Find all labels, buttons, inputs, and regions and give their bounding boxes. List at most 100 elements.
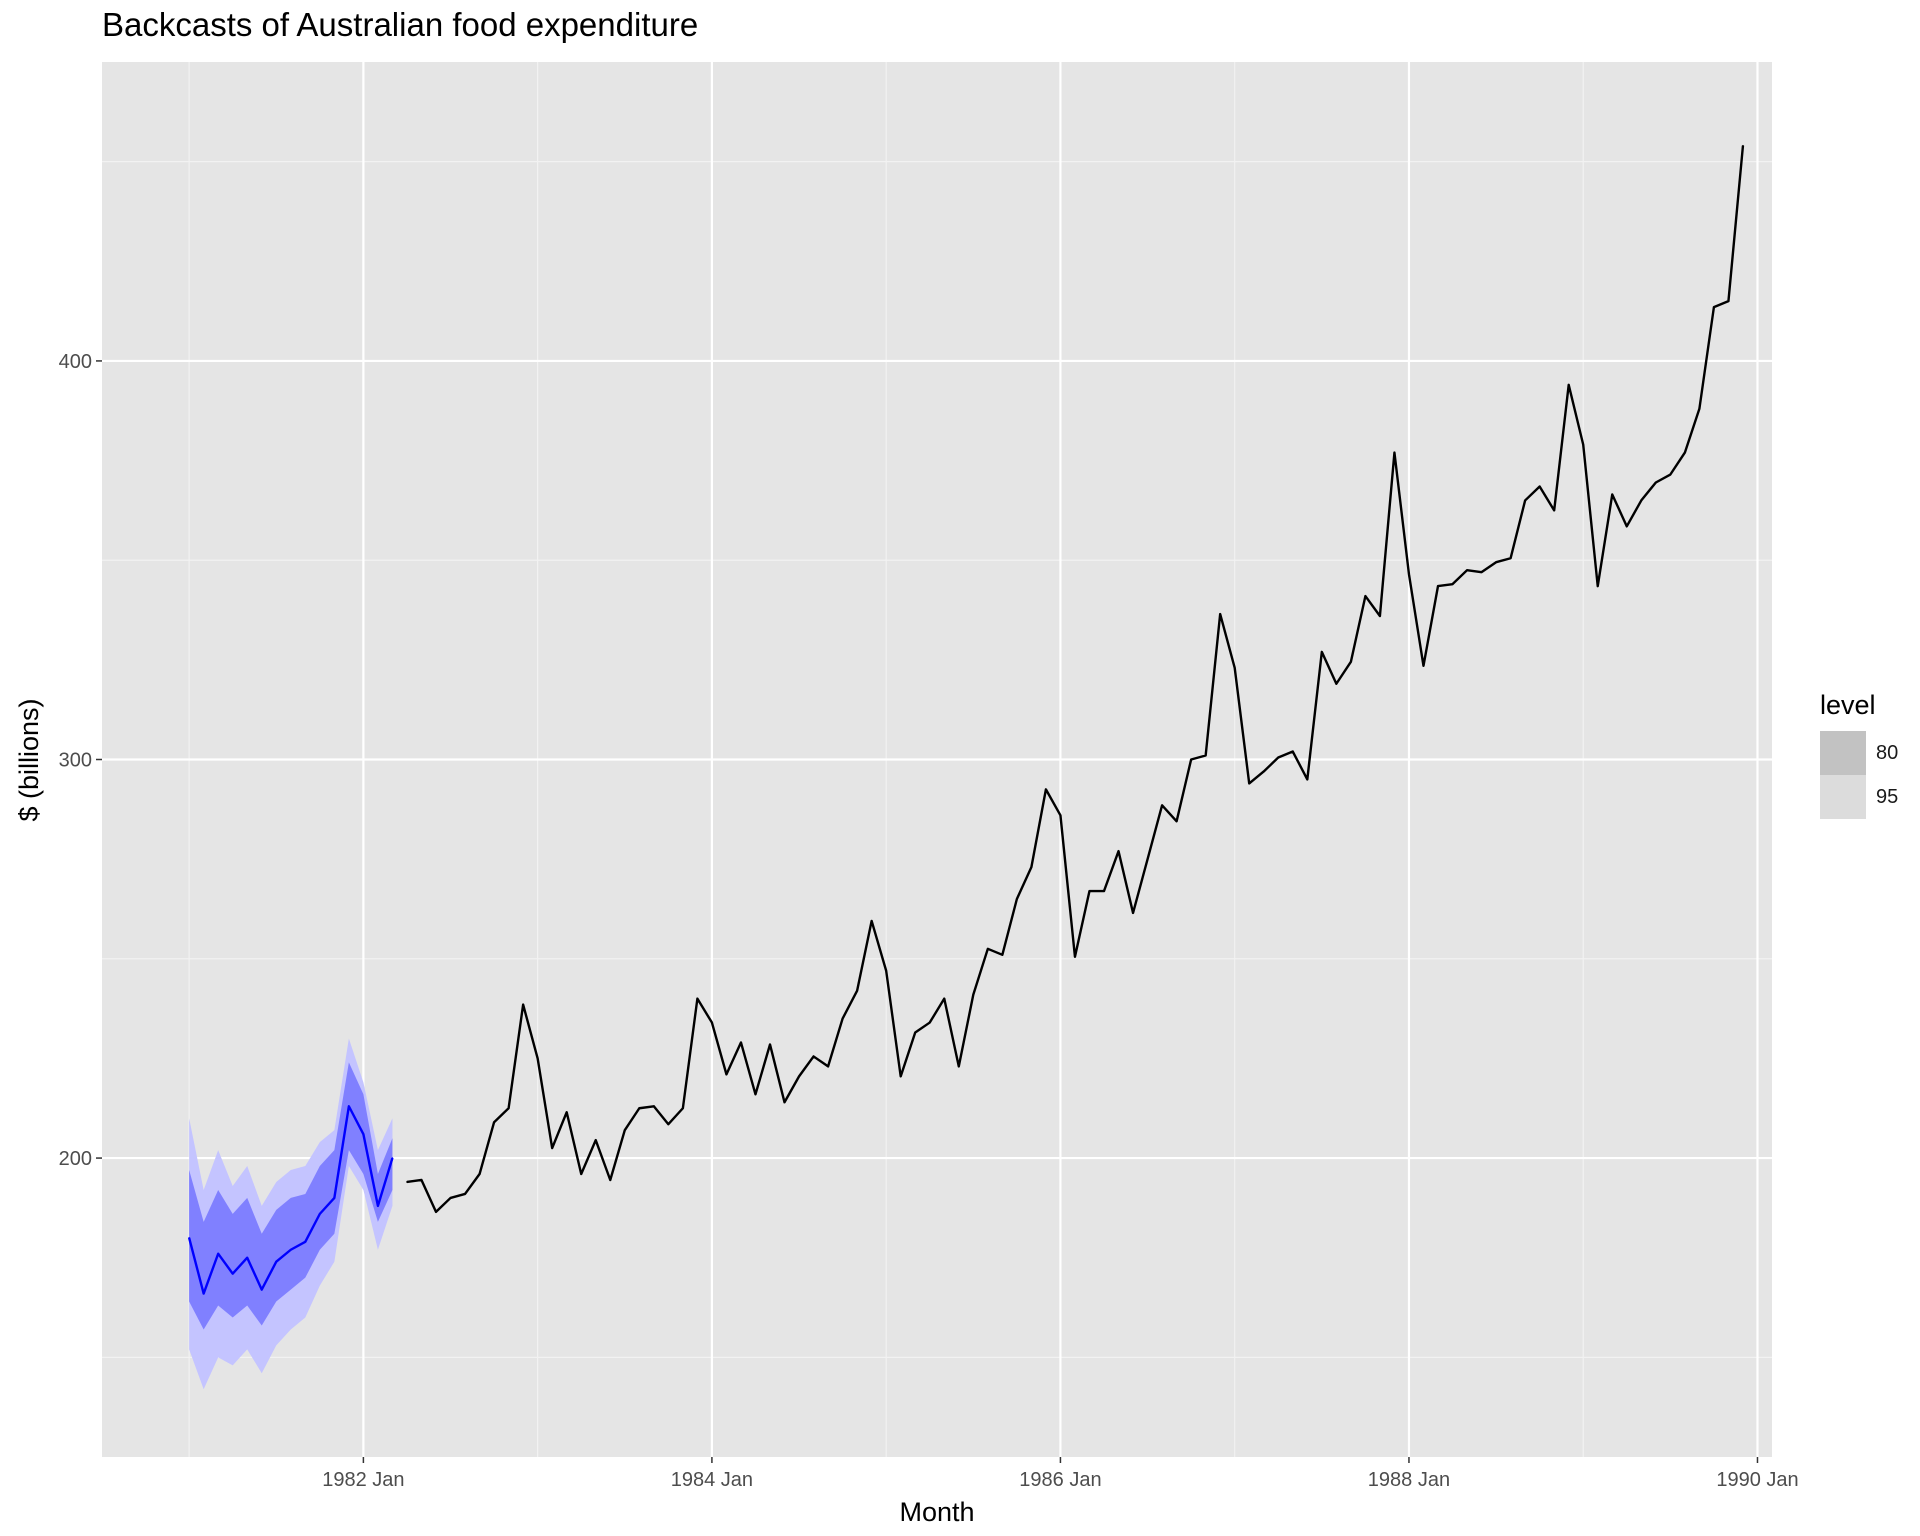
observed-point — [406, 1181, 408, 1183]
observed-point — [957, 1065, 960, 1068]
x-tick-label: 1988 Jan — [1368, 1469, 1450, 1491]
observed-point — [740, 1041, 742, 1044]
observed-point — [798, 1075, 800, 1078]
observed-point — [623, 1129, 626, 1131]
backcast-point — [319, 1213, 321, 1215]
observed-point — [638, 1107, 641, 1110]
y-axis-label: $ (billions) — [14, 698, 44, 821]
observed-point — [812, 1055, 815, 1058]
observed-point — [899, 1075, 902, 1078]
observed-point — [827, 1065, 829, 1068]
observed-point — [1001, 954, 1004, 956]
backcast-point — [231, 1272, 234, 1275]
observed-point — [943, 997, 946, 1000]
legend-title: level — [1820, 690, 1876, 720]
observed-point — [1582, 443, 1585, 446]
observed-point — [1335, 682, 1338, 685]
observed-point — [769, 1043, 771, 1046]
observed-point — [987, 948, 989, 950]
observed-point — [1596, 585, 1599, 587]
observed-point — [1262, 770, 1265, 773]
observed-point — [420, 1179, 423, 1181]
x-tick-label: 1984 Jan — [671, 1469, 753, 1491]
x-axis: 1982 Jan 1984 Jan 1986 Jan 1988 Jan 1990 Jan — [322, 1457, 1799, 1491]
observed-point — [594, 1139, 597, 1141]
x-tick-label: 1990 Jan — [1716, 1469, 1798, 1491]
observed-point — [493, 1121, 495, 1123]
observed-point — [1684, 451, 1686, 454]
observed-point — [1553, 509, 1555, 512]
series-lines — [187, 144, 1745, 1295]
observed-point — [522, 1003, 524, 1006]
x-tick-label: 1986 Jan — [1019, 1469, 1101, 1491]
y-tick-label: 300 — [59, 750, 92, 772]
backcast-point — [391, 1157, 394, 1159]
x-tick-label: 1982 Jan — [322, 1469, 404, 1491]
observed-point — [1408, 573, 1410, 575]
backcast-point — [246, 1256, 249, 1259]
y-tick-label: 200 — [59, 1148, 92, 1170]
major-grid — [102, 62, 1772, 1457]
chart-title: Backcasts of Australian food expenditure — [102, 6, 699, 43]
observed-point — [1625, 525, 1628, 528]
backcast-point — [275, 1260, 278, 1263]
legend-swatch-80 — [1820, 731, 1866, 775]
observed-point — [1611, 493, 1614, 496]
legend-entry-80: 80 — [1820, 731, 1898, 775]
observed-point — [1117, 850, 1120, 852]
observed-point — [1204, 754, 1207, 757]
observed-point — [1219, 613, 1221, 615]
observed-point — [1306, 778, 1309, 781]
observed-point — [653, 1105, 655, 1108]
observed-point — [928, 1021, 931, 1024]
observed-point — [1146, 858, 1149, 860]
observed-point — [565, 1111, 568, 1114]
observed-point — [682, 1107, 684, 1110]
y-axis: 200 300 400 — [59, 351, 102, 1170]
observed-point — [841, 1017, 844, 1020]
observed-point — [1393, 451, 1396, 454]
observed-point — [1175, 820, 1178, 823]
observed-point — [1103, 890, 1105, 892]
observed-point — [1059, 814, 1062, 817]
observed-point — [667, 1123, 670, 1125]
observed-point — [1524, 499, 1526, 502]
observed-point — [1567, 384, 1570, 386]
observed-point — [1698, 407, 1701, 410]
observed-point — [754, 1093, 757, 1096]
observed-point — [1538, 485, 1541, 488]
observed-point — [464, 1193, 466, 1195]
observed-point — [1655, 481, 1657, 484]
legend-label-80: 80 — [1876, 741, 1899, 764]
backcast-point — [348, 1105, 350, 1108]
observed-point — [1422, 665, 1425, 667]
observed-point — [711, 1021, 713, 1024]
observed-point — [1669, 473, 1672, 476]
observed-point — [1248, 782, 1251, 785]
legend-label-95: 95 — [1876, 785, 1899, 808]
observed-point — [1379, 615, 1381, 617]
observed-point — [609, 1179, 612, 1181]
observed-point — [1321, 651, 1323, 653]
backcast-point — [304, 1240, 307, 1243]
observed-point — [1364, 595, 1367, 597]
observed-point — [1088, 890, 1091, 892]
legend-swatch-95 — [1820, 775, 1866, 819]
observed-point — [1291, 750, 1294, 753]
observed-point — [1480, 571, 1483, 573]
observed-point — [1437, 585, 1439, 587]
observed-point — [1350, 661, 1352, 663]
band-80 — [189, 1062, 393, 1330]
observed-point — [1045, 788, 1047, 791]
observed-point — [1509, 557, 1512, 560]
observed-point — [885, 969, 887, 972]
observed-point — [580, 1173, 583, 1175]
observed-point — [1233, 667, 1236, 669]
backcast-point — [202, 1292, 205, 1295]
observed-point — [972, 993, 975, 996]
observed-point — [449, 1197, 452, 1199]
observed-point — [1495, 561, 1497, 564]
observed-point — [870, 920, 873, 922]
observed-point — [914, 1031, 917, 1034]
